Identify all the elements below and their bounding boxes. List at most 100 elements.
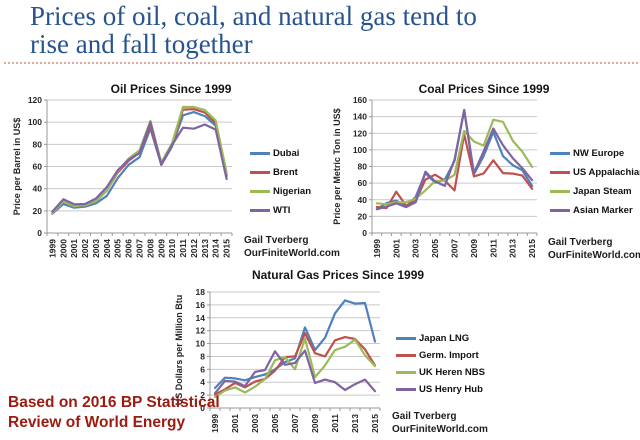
axes bbox=[44, 99, 233, 236]
legend-label: Japan Steam bbox=[573, 186, 632, 197]
oil-prices-chart: Oil Prices Since 1999 0 20 40 60 80 100 120 199… bbox=[10, 78, 340, 268]
series-line-dubai bbox=[51, 110, 228, 215]
svg-text:20: 20 bbox=[358, 211, 368, 221]
legend-item-germ-import: Germ. Import bbox=[396, 347, 485, 364]
gas-chart-title: Natural Gas Prices Since 1999 bbox=[251, 268, 425, 282]
svg-text:2000: 2000 bbox=[58, 239, 68, 258]
svg-text:2003: 2003 bbox=[250, 414, 260, 433]
slide-title-line2: rise and fall together bbox=[30, 29, 253, 59]
svg-text:2: 2 bbox=[200, 390, 205, 400]
series-line-germ-import bbox=[213, 332, 377, 396]
svg-text:80: 80 bbox=[358, 162, 368, 172]
svg-text:1999: 1999 bbox=[47, 239, 57, 258]
legend-label: Germ. Import bbox=[419, 350, 479, 361]
svg-text:2011: 2011 bbox=[178, 239, 188, 258]
gridlines bbox=[372, 99, 537, 234]
svg-text:100: 100 bbox=[28, 117, 42, 127]
legend-item-japan-steam: Japan Steam bbox=[550, 182, 640, 201]
svg-text:Price per Metric Ton in US$: Price per Metric Ton in US$ bbox=[332, 108, 342, 224]
legend-swatch bbox=[250, 190, 270, 193]
svg-text:2013: 2013 bbox=[200, 239, 210, 258]
svg-text:80: 80 bbox=[33, 139, 43, 149]
legend-swatch bbox=[550, 190, 570, 193]
svg-text:18: 18 bbox=[196, 287, 206, 297]
legend-label: US Appalachian bbox=[573, 167, 640, 178]
svg-text:2008: 2008 bbox=[145, 239, 155, 258]
svg-text:2007: 2007 bbox=[135, 239, 145, 258]
svg-text:2013: 2013 bbox=[350, 414, 360, 433]
coal-chart-attribution: Gail Tverberg OurFiniteWorld.com bbox=[548, 236, 640, 262]
legend-label: UK Heren NBS bbox=[419, 367, 485, 378]
series-line-japan-lng bbox=[213, 299, 377, 390]
coal-chart-plot: 0 20 40 60 80 100 120 140 160 1999 2001 2003 2005 200… bbox=[332, 95, 538, 258]
legend-item-dubai: Dubai bbox=[250, 144, 311, 163]
oil-chart-attribution: Gail Tverberg OurFiniteWorld.com bbox=[244, 234, 340, 260]
series-line-us-appalachian bbox=[375, 133, 534, 210]
svg-text:2013: 2013 bbox=[508, 239, 518, 258]
svg-text:2010: 2010 bbox=[167, 239, 177, 258]
legend-label: WTI bbox=[273, 205, 291, 216]
legend-label: Brent bbox=[273, 167, 298, 178]
svg-text:12: 12 bbox=[196, 326, 206, 336]
legend-swatch bbox=[396, 388, 416, 391]
svg-text:2011: 2011 bbox=[330, 414, 340, 433]
coal-chart-title: Coal Prices Since 1999 bbox=[418, 82, 550, 96]
svg-text:4: 4 bbox=[200, 377, 205, 387]
svg-text:2006: 2006 bbox=[124, 239, 134, 258]
svg-text:US Dollars per Million Btu: US Dollars per Million Btu bbox=[174, 295, 184, 406]
svg-text:20: 20 bbox=[33, 206, 43, 216]
source-footnote: Based on 2016 BP Statistical Review of W… bbox=[8, 394, 220, 431]
series-line-wti bbox=[51, 120, 228, 213]
gridlines bbox=[210, 291, 380, 409]
svg-text:60: 60 bbox=[358, 178, 368, 188]
svg-text:2015: 2015 bbox=[222, 239, 232, 258]
svg-text:2005: 2005 bbox=[113, 239, 123, 258]
svg-text:2004: 2004 bbox=[102, 239, 112, 258]
svg-text:0: 0 bbox=[37, 228, 42, 238]
svg-text:40: 40 bbox=[33, 184, 43, 194]
svg-text:2005: 2005 bbox=[270, 414, 280, 433]
series-line-japan-steam bbox=[375, 118, 534, 206]
svg-text:6: 6 bbox=[200, 364, 205, 374]
svg-text:100: 100 bbox=[353, 145, 367, 155]
svg-text:120: 120 bbox=[28, 95, 42, 105]
slide-title-line1: Prices of oil, coal, and natural gas ten… bbox=[30, 1, 477, 31]
svg-text:2014: 2014 bbox=[211, 239, 221, 258]
legend-item-wti: WTI bbox=[250, 201, 311, 220]
svg-text:2002: 2002 bbox=[80, 239, 90, 258]
svg-text:0: 0 bbox=[200, 403, 205, 413]
svg-text:2003: 2003 bbox=[91, 239, 101, 258]
svg-text:8: 8 bbox=[200, 351, 205, 361]
slide-title: Prices of oil, coal, and natural gas ten… bbox=[30, 2, 632, 58]
series-line-us-henry-hub bbox=[213, 349, 377, 395]
legend-swatch bbox=[250, 152, 270, 155]
axes bbox=[207, 291, 381, 411]
axes bbox=[369, 99, 538, 236]
svg-text:2011: 2011 bbox=[488, 239, 498, 258]
attribution-site: OurFiniteWorld.com bbox=[392, 424, 488, 435]
svg-text:2003: 2003 bbox=[411, 239, 421, 258]
series-line-uk-heren-nbs bbox=[213, 337, 377, 399]
attribution-author: Gail Tverberg bbox=[244, 235, 309, 246]
oil-chart-title: Oil Prices Since 1999 bbox=[110, 82, 232, 96]
attribution-author: Gail Tverberg bbox=[392, 411, 457, 422]
coal-prices-chart: Coal Prices Since 1999 0 20 40 60 80 100 120 14… bbox=[330, 78, 640, 268]
gridlines bbox=[47, 99, 232, 234]
svg-text:16: 16 bbox=[196, 300, 206, 310]
legend-swatch bbox=[250, 171, 270, 174]
legend-swatch bbox=[550, 209, 570, 212]
svg-text:2012: 2012 bbox=[189, 239, 199, 258]
svg-text:2001: 2001 bbox=[69, 239, 79, 258]
legend-item-asian-marker: Asian Marker bbox=[550, 201, 640, 220]
svg-text:2015: 2015 bbox=[527, 239, 537, 258]
svg-text:2001: 2001 bbox=[391, 239, 401, 258]
legend-swatch bbox=[250, 209, 270, 212]
legend-item-us-henry-hub: US Henry Hub bbox=[396, 381, 485, 398]
series-line-brent bbox=[51, 108, 228, 215]
svg-text:2009: 2009 bbox=[469, 239, 479, 258]
attribution-author: Gail Tverberg bbox=[548, 237, 613, 248]
svg-text:120: 120 bbox=[353, 128, 367, 138]
svg-text:2007: 2007 bbox=[450, 239, 460, 258]
